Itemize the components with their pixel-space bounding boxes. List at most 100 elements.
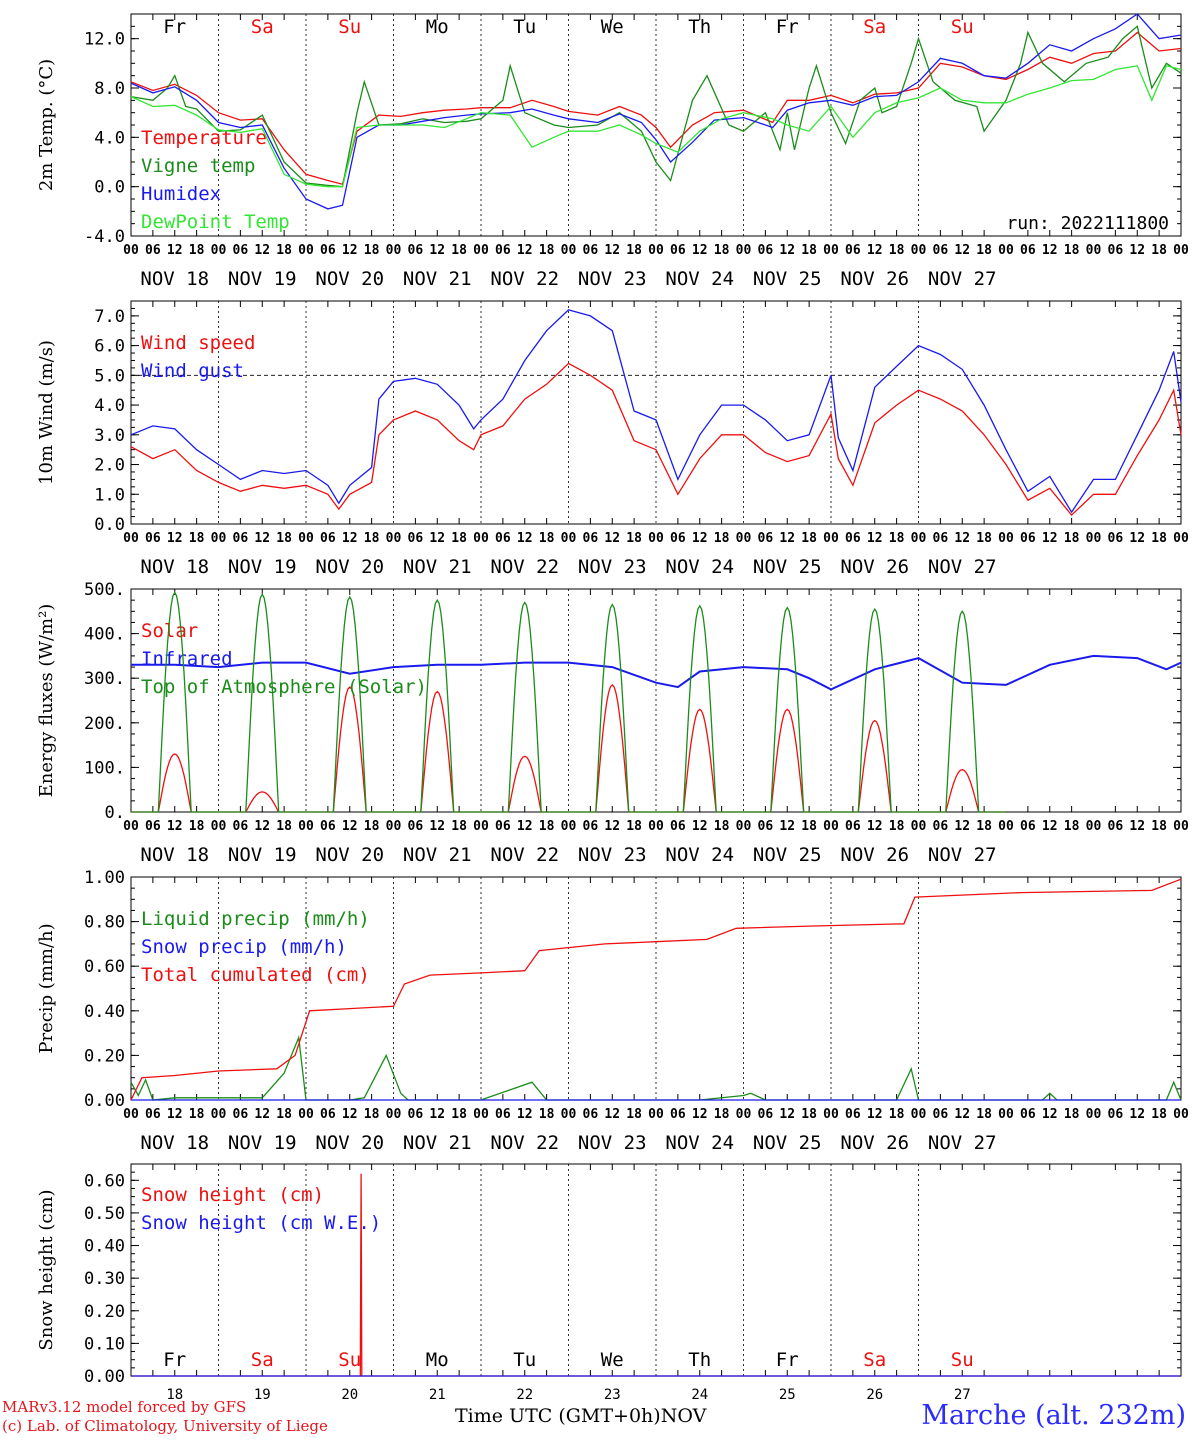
hour-label: 06	[758, 1107, 774, 1122]
date-label: NOV 19	[228, 556, 297, 578]
date-label: NOV 25	[753, 1132, 822, 1154]
hour-label: 12	[954, 531, 970, 546]
date-label: NOV 20	[315, 556, 384, 578]
hour-label: 00	[386, 819, 402, 834]
date-label: NOV 22	[490, 844, 559, 866]
date-label: NOV 24	[665, 844, 734, 866]
hour-label: 06	[408, 819, 424, 834]
y-tick-label: 3.0	[94, 426, 125, 446]
hour-label: 00	[823, 243, 839, 258]
day-label: Mo	[426, 16, 449, 38]
y-tick-label: 7.0	[94, 307, 125, 327]
hour-label: 00	[123, 243, 139, 258]
hour-label: 00	[1173, 1107, 1189, 1122]
y-tick-label: 0.60	[84, 1171, 125, 1191]
y-tick-label: 1.00	[84, 868, 125, 888]
y-tick-label: 2.0	[94, 456, 125, 476]
day-label: Su	[338, 1349, 361, 1371]
hour-label: 12	[779, 1107, 795, 1122]
date-label: NOV 25	[753, 556, 822, 578]
y-tick-label: 500.	[84, 580, 125, 600]
hour-label: 06	[145, 819, 161, 834]
date-label: NOV 25	[753, 268, 822, 290]
hour-label: 06	[145, 1107, 161, 1122]
hour-label: 12	[342, 1107, 358, 1122]
hour-label: 00	[386, 1107, 402, 1122]
date-label: NOV 19	[228, 844, 297, 866]
y-axis-label: Energy fluxes (W/m²)	[36, 604, 57, 798]
date-label: NOV 21	[403, 1132, 472, 1154]
hour-label: 00	[211, 819, 227, 834]
hour-label: 00	[998, 243, 1014, 258]
day-label: Fr	[776, 1349, 799, 1371]
hour-label: 00	[298, 531, 314, 546]
hour-label: 12	[517, 243, 533, 258]
hour-label: 18	[276, 243, 292, 258]
hour-label: 00	[211, 1107, 227, 1122]
hour-label: 06	[320, 531, 336, 546]
legend-entry: Humidex	[141, 183, 221, 205]
hour-label: 00	[561, 531, 577, 546]
day-label: Fr	[776, 16, 799, 38]
hour-label: 12	[867, 243, 883, 258]
hour-label: 06	[320, 1107, 336, 1122]
hour-label: 06	[1108, 1107, 1124, 1122]
hour-label: 12	[692, 819, 708, 834]
hour-label: 00	[211, 531, 227, 546]
date-label: NOV 19	[228, 268, 297, 290]
hour-label: 12	[254, 1107, 270, 1122]
date-label: NOV 21	[403, 556, 472, 578]
hour-label: 06	[495, 1107, 511, 1122]
y-tick-label: 4.0	[94, 128, 125, 148]
hour-label: 00	[211, 243, 227, 258]
hour-label: 06	[933, 243, 949, 258]
hour-label: 06	[1020, 1107, 1036, 1122]
series-line-dewpoint-temp	[130, 65, 1182, 188]
legend-entry: Infrared	[141, 648, 233, 670]
legend-entry: Vigne temp	[141, 155, 255, 177]
day-label: Tu	[513, 1349, 536, 1371]
hour-label: 18	[1151, 243, 1167, 258]
hour-label: 06	[1020, 243, 1036, 258]
hour-label: 12	[604, 531, 620, 546]
hour-label: 06	[145, 531, 161, 546]
hour-label: 06	[145, 243, 161, 258]
date-number-label: 26	[866, 1387, 883, 1403]
hour-label: 18	[714, 1107, 730, 1122]
hour-label: 12	[1129, 531, 1145, 546]
hour-label: 12	[604, 819, 620, 834]
hour-label: 00	[123, 1107, 139, 1122]
hour-label: 00	[911, 1107, 927, 1122]
hour-label: 12	[604, 1107, 620, 1122]
hour-label: 18	[189, 1107, 205, 1122]
hour-label: 12	[342, 243, 358, 258]
hour-label: 18	[189, 531, 205, 546]
day-label: Su	[951, 1349, 974, 1371]
hour-label: 12	[429, 819, 445, 834]
hour-label: 18	[451, 531, 467, 546]
hour-label: 12	[1129, 243, 1145, 258]
y-tick-label: -4.0	[84, 227, 125, 247]
hour-label: 18	[626, 243, 642, 258]
y-tick-label: 0.20	[84, 1046, 125, 1066]
hour-label: 06	[320, 243, 336, 258]
hour-label: 06	[758, 243, 774, 258]
series-line-infrared	[131, 654, 1182, 691]
day-label: Th	[688, 16, 711, 38]
hour-label: 18	[539, 531, 555, 546]
hour-label: 00	[648, 819, 664, 834]
hour-label: 18	[889, 1107, 905, 1122]
y-tick-label: 0.0	[94, 515, 125, 535]
date-label: NOV 18	[140, 268, 209, 290]
hour-label: 18	[976, 1107, 992, 1122]
date-number-label: 21	[429, 1387, 446, 1403]
y-tick-label: 0.30	[84, 1269, 125, 1289]
hour-label: 06	[495, 243, 511, 258]
day-label: Th	[688, 1349, 711, 1371]
hour-label: 00	[1173, 243, 1189, 258]
y-tick-label: 4.0	[94, 396, 125, 416]
date-label: NOV 20	[315, 844, 384, 866]
hour-label: 12	[342, 819, 358, 834]
hour-label: 18	[539, 819, 555, 834]
